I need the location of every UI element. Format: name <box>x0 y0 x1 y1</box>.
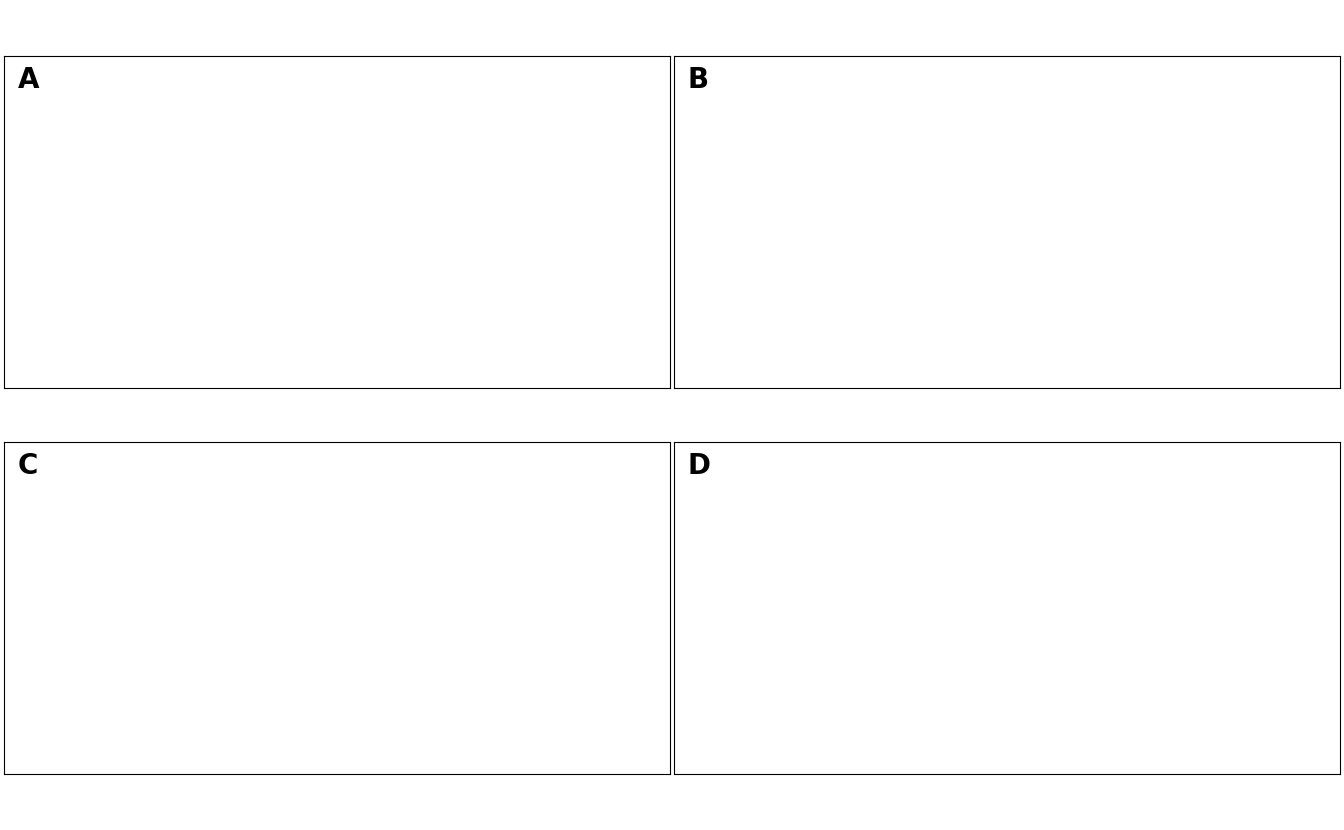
Text: A: A <box>17 66 39 94</box>
Text: D: D <box>687 452 711 480</box>
Text: B: B <box>687 66 708 94</box>
Text: C: C <box>17 452 38 480</box>
